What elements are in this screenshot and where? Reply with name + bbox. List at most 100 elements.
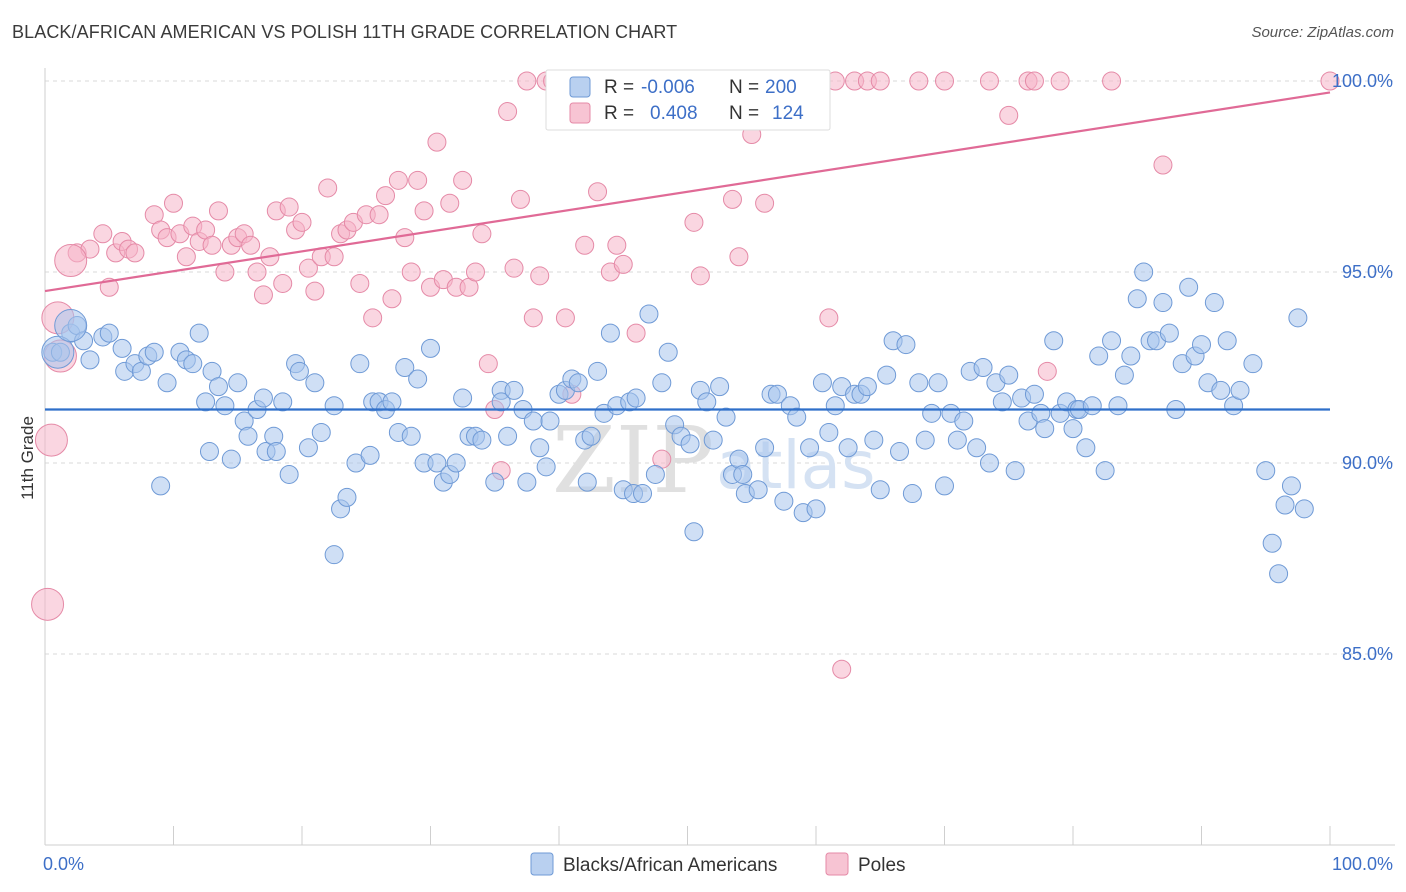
poles-point-42	[363, 308, 383, 328]
blacks-point-55	[408, 369, 428, 389]
blacks-point-193	[1288, 308, 1308, 328]
blacks-point-114	[774, 491, 794, 511]
blacks-point-184	[1217, 331, 1237, 351]
blacks-point-33	[266, 442, 286, 462]
poles-point-24	[247, 262, 267, 282]
blacks-point-166	[1102, 331, 1122, 351]
blacks-point-135	[909, 373, 929, 393]
legend-r-value-pink: 0.408	[650, 103, 698, 124]
blacks-point-129	[870, 480, 890, 500]
bottom-legend-label-blue: Blacks/African Americans	[563, 855, 777, 876]
grid-lines	[45, 80, 1395, 655]
blacks-point-148	[992, 392, 1012, 412]
blacks-point-171	[1134, 262, 1154, 282]
blacks-point-91	[626, 388, 646, 408]
blacks-point-37	[289, 361, 309, 381]
trend-lines	[44, 91, 1331, 411]
blacks-large-point-1	[54, 308, 88, 342]
poles-point-25	[253, 285, 273, 305]
blacks-point-136	[915, 430, 935, 450]
legend-r-label-blue: R =	[604, 77, 634, 98]
blacks-point-70	[504, 380, 524, 400]
blacks-point-14	[151, 476, 171, 496]
blacks-point-100	[684, 522, 704, 542]
blacks-point-25	[221, 449, 241, 469]
poles-point-18	[208, 201, 228, 221]
poles-point-31	[292, 212, 312, 232]
poles-point-79	[626, 323, 646, 343]
blacks-point-159	[1063, 419, 1083, 439]
blacks-point-46	[350, 354, 370, 374]
blacks-points	[41, 262, 1314, 584]
poles-point-91	[819, 308, 839, 328]
legend-r-label-pink: R =	[604, 103, 634, 124]
poles-point-93	[832, 659, 852, 679]
y-axis-tick-labels: 85.0% 90.0% 95.0% 100.0%	[1332, 71, 1393, 664]
legend-swatch-pink	[569, 102, 591, 124]
y-tick-label-85: 85.0%	[1342, 644, 1393, 664]
poles-point-81	[684, 212, 704, 232]
blacks-point-18	[183, 354, 203, 374]
blacks-point-86	[600, 323, 620, 343]
poles-point-54	[440, 193, 460, 213]
blacks-point-72	[517, 472, 537, 492]
poles-point-35	[318, 178, 338, 198]
blacks-point-134	[902, 484, 922, 504]
blacks-point-7	[99, 323, 119, 343]
blacks-point-13	[144, 342, 164, 362]
poles-point-47	[395, 228, 415, 248]
legend-n-value-blue: 200	[765, 77, 797, 98]
y-axis-title: 11th Grade	[18, 416, 37, 500]
chart-title: BLACK/AFRICAN AMERICAN VS POLISH 11TH GR…	[12, 22, 678, 42]
watermark: ZIP atlas	[552, 407, 876, 514]
blacks-point-40	[311, 422, 331, 442]
y-tick-label-100: 100.0%	[1332, 71, 1393, 91]
poles-point-99	[979, 71, 999, 91]
bottom-legend: Blacks/African Americans Poles	[530, 852, 906, 876]
blacks-point-30	[253, 388, 273, 408]
blacks-point-153	[1024, 384, 1044, 404]
blacks-point-150	[1005, 461, 1025, 481]
blacks-point-5	[80, 350, 100, 370]
blacks-point-38	[298, 438, 318, 458]
poles-point-104	[1050, 71, 1070, 91]
poles-point-52	[427, 132, 447, 152]
poles-point-82	[690, 266, 710, 286]
poles-large-point-2	[34, 423, 68, 457]
blacks-point-99	[680, 434, 700, 454]
blacks-point-66	[485, 472, 505, 492]
poles-point-13	[176, 247, 196, 267]
blacks-point-104	[710, 377, 730, 397]
poles-point-77	[607, 235, 627, 255]
poles-point-58	[465, 262, 485, 282]
poles-point-17	[202, 235, 222, 255]
blacks-point-119	[806, 499, 826, 519]
x-tick-label-min: 0.0%	[43, 854, 84, 874]
blacks-point-42	[324, 545, 344, 565]
y-tick-label-95: 95.0%	[1342, 262, 1393, 282]
poles-point-50	[414, 201, 434, 221]
legend-n-label-pink: N =	[729, 103, 759, 124]
blacks-point-103	[703, 430, 723, 450]
poles-point-65	[510, 189, 530, 209]
blacks-point-189	[1262, 533, 1282, 553]
blacks-point-170	[1127, 289, 1147, 309]
poles-point-85	[729, 247, 749, 267]
blacks-point-149	[999, 365, 1019, 385]
poles-point-33	[305, 281, 325, 301]
legend-n-label-blue: N =	[729, 77, 759, 98]
poles-point-74	[575, 235, 595, 255]
blacks-point-191	[1275, 495, 1295, 515]
blacks-point-82	[577, 472, 597, 492]
poles-point-11	[164, 193, 183, 213]
blacks-point-165	[1095, 461, 1115, 481]
blacks-point-168	[1114, 365, 1134, 385]
blacks-point-65	[472, 430, 492, 450]
blacks-point-68	[491, 392, 511, 412]
blacks-point-142	[954, 411, 974, 431]
blacks-point-156	[1044, 331, 1064, 351]
blacks-point-130	[877, 365, 897, 385]
x-tick-label-max: 100.0%	[1332, 854, 1393, 874]
blacks-point-139	[935, 476, 954, 496]
